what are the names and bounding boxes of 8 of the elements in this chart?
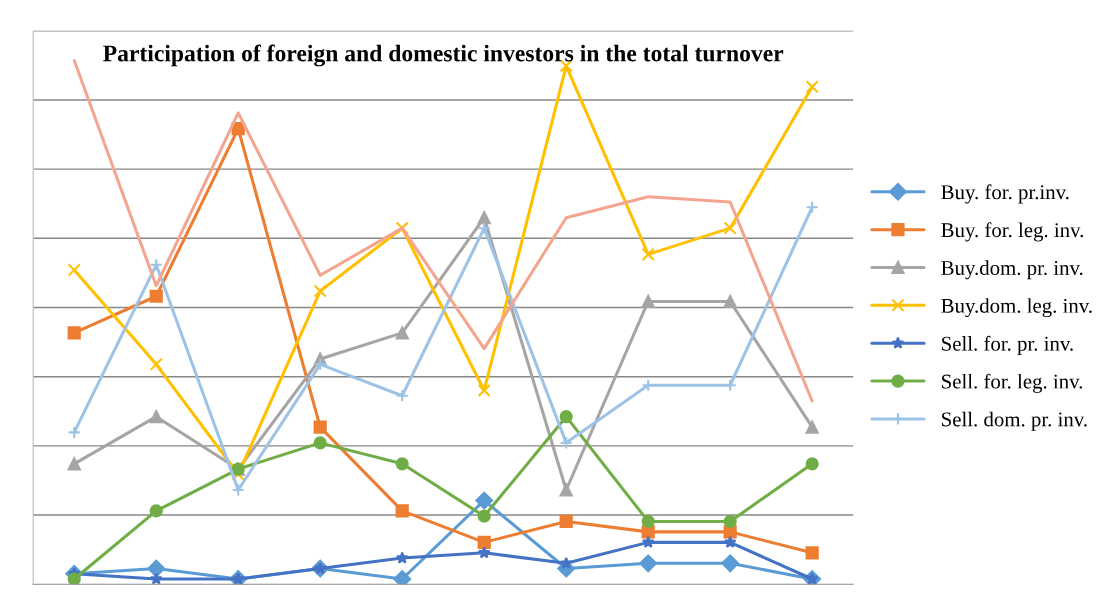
legend-label: Buy. for. pr.inv. <box>941 184 1069 204</box>
legend-label: Sell. dom. pr. inv. <box>942 411 1087 431</box>
legend-label: Buy.dom. pr. inv. <box>941 260 1083 280</box>
legend-label: Buy.dom. leg. inv. <box>941 298 1092 318</box>
legend-label: Buy. for. leg. inv. <box>941 222 1083 242</box>
chart-title: Participation of foreign and domestic investors in the total turnover <box>103 44 784 67</box>
legend-label: Sell. for. leg. inv. <box>942 373 1083 393</box>
legend-label: Sell. for. pr. inv. <box>942 335 1073 355</box>
